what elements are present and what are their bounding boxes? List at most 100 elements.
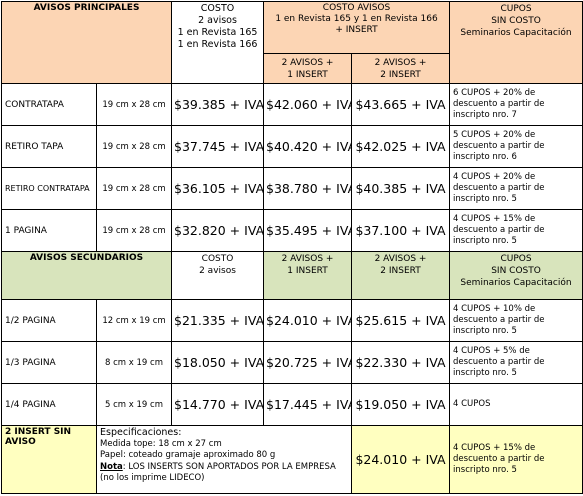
text: 19 cm x 28 cm xyxy=(102,225,166,236)
text-line: 1 INSERT xyxy=(287,266,328,276)
text-line: 4 CUPOS + 10% de xyxy=(453,304,536,314)
text: AVISOS PRINCIPALES xyxy=(33,3,140,13)
text: 19 cm x 28 cm xyxy=(102,183,166,194)
header-costo: COSTO 2 avisos 1 en Revista 165 1 en Revist… xyxy=(171,1,265,84)
row-size: 19 cm x 28 cm xyxy=(95,209,173,252)
row-cupos: 5 CUPOS + 20% de descuento a partir de ins… xyxy=(449,125,583,168)
text-line: descuento a partir de xyxy=(453,99,545,109)
text: $42.060 + IVA xyxy=(266,97,352,112)
row-cupos: 6 CUPOS + 20% de descuento a partir de ins… xyxy=(449,83,583,126)
row-size: 19 cm x 28 cm xyxy=(95,83,173,126)
row-size: 19 cm x 28 cm xyxy=(95,167,173,210)
text: $39.385 + IVA xyxy=(174,97,264,112)
text-line: inscripto nro. 5 xyxy=(453,236,517,246)
row-price: $35.495 + IVA xyxy=(263,209,353,252)
text: $32.820 + IVA xyxy=(174,223,264,238)
text: $21.335 + IVA xyxy=(174,313,264,328)
text-line: 2 INSERT xyxy=(380,266,421,276)
row-price: $19.050 + IVA xyxy=(351,383,451,426)
text-line: CUPOS xyxy=(500,4,532,14)
nota-line: Nota: LOS INSERTS SON APORTADOS POR LA E… xyxy=(100,462,348,474)
text: $43.665 + IVA xyxy=(355,97,446,112)
row-name: RETIRO TAPA xyxy=(1,125,97,168)
text: $24.010 + IVA xyxy=(266,313,352,328)
text-line: 1 en Revista 165 y 1 en Revista 166 xyxy=(275,14,438,24)
text: RETIRO TAPA xyxy=(5,141,64,152)
secondary-col-a: 2 AVISOS + 1 INSERT xyxy=(263,251,353,300)
text-line: COSTO xyxy=(200,3,235,14)
text: $19.050 + IVA xyxy=(355,397,446,412)
text-line: 4 CUPOS + 20% de xyxy=(453,172,536,182)
row-price: $36.105 + IVA xyxy=(171,167,265,210)
insert-price: $24.010 + IVA xyxy=(351,425,451,494)
text-line: inscripto nro. 5 xyxy=(453,465,517,475)
text-line: 5 CUPOS + 20% de xyxy=(453,130,536,140)
text-line: COSTO AVISOS xyxy=(322,3,391,13)
row-price: $38.780 + IVA xyxy=(263,167,353,210)
text-line: + INSERT xyxy=(335,25,378,35)
text: $25.615 + IVA xyxy=(355,313,446,328)
row-price: $21.335 + IVA xyxy=(171,299,265,342)
row-cupos: 4 CUPOS xyxy=(449,383,583,426)
text: $22.330 + IVA xyxy=(355,355,446,370)
text-line: Medida tope: 18 cm x 27 cm xyxy=(100,438,222,449)
text: $18.050 + IVA xyxy=(174,355,264,370)
row-name: 1/4 PAGINA xyxy=(1,383,97,426)
row-price: $42.025 + IVA xyxy=(351,125,451,168)
nota-label: Nota xyxy=(100,461,123,472)
text: $24.010 + IVA xyxy=(355,452,446,467)
text-line: 4 CUPOS + 15% de xyxy=(453,214,536,224)
text: CONTRATAPA xyxy=(5,99,64,110)
text: $36.105 + IVA xyxy=(174,181,264,196)
text-line: 2 AVISOS + xyxy=(281,57,334,68)
secondary-cupos: CUPOS SIN COSTO Seminarios Capacitación xyxy=(449,251,583,300)
text: $42.025 + IVA xyxy=(355,139,446,154)
row-price: $32.820 + IVA xyxy=(171,209,265,252)
text: $20.725 + IVA xyxy=(266,355,352,370)
row-cupos: 4 CUPOS + 10% de descuento a partir de ins… xyxy=(449,299,583,342)
row-cupos: 4 CUPOS + 5% de descuento a partir de insc… xyxy=(449,341,583,384)
text: $14.770 + IVA xyxy=(174,397,264,412)
secondary-title: AVISOS SECUNDARIOS xyxy=(0,251,173,300)
text-line: 2 avisos xyxy=(199,266,236,276)
text: $37.100 + IVA xyxy=(355,223,446,238)
row-price: $20.725 + IVA xyxy=(263,341,353,384)
text: 1/3 PAGINA xyxy=(5,357,56,368)
secondary-header-row: AVISOS SECUNDARIOS COSTO 2 avisos 2 AVISOS … xyxy=(0,251,583,300)
text-line: 4 CUPOS + 15% de xyxy=(453,443,536,453)
row-cupos: 4 CUPOS + 20% de descuento a partir de ins… xyxy=(449,167,583,210)
row-price: $42.060 + IVA xyxy=(263,83,353,126)
text-line: Seminarios Capacitación xyxy=(460,28,572,38)
row-size: 19 cm x 28 cm xyxy=(95,125,173,168)
text-line: inscripto nro. 7 xyxy=(453,110,517,120)
insert-row: 2 INSERT SIN AVISO Especificaciones: Medid… xyxy=(1,425,583,494)
text-line: 4 CUPOS + 5% de xyxy=(453,346,530,356)
data-row: CONTRATAPA 19 cm x 28 cm $39.385 + IVA $42.… xyxy=(1,83,583,126)
text-line: 1 en Revista 165 xyxy=(177,27,258,38)
text-line: inscripto nro. 5 xyxy=(453,194,517,204)
row-name: 1 PAGINA xyxy=(1,209,97,252)
text-line: 2 AVISOS + xyxy=(281,254,334,264)
row-price: $24.010 + IVA xyxy=(263,299,353,342)
data-row: RETIRO CONTRATAPA 19 cm x 28 cm $36.105 + … xyxy=(1,167,583,210)
text-line: descuento a partir de xyxy=(453,183,545,193)
text: $40.385 + IVA xyxy=(355,181,446,196)
row-name: 1/3 PAGINA xyxy=(1,341,97,384)
nota-text: : LOS INSERTS SON APORTADOS POR LA EMPRE… xyxy=(122,461,336,472)
text-line: 1 en Revista 166 xyxy=(177,39,258,50)
data-row: 1/4 PAGINA 5 cm x 19 cm $14.770 + IVA $17.4… xyxy=(1,383,583,426)
insert-name: 2 INSERT SIN AVISO xyxy=(1,425,97,494)
data-row: 1 PAGINA 19 cm x 28 cm $32.820 + IVA $35.49… xyxy=(1,209,583,252)
row-price: $37.745 + IVA xyxy=(171,125,265,168)
text-line: 2 avisos xyxy=(198,15,237,26)
row-cupos: 4 CUPOS + 15% de descuento a partir de ins… xyxy=(449,209,583,252)
data-row: 1/3 PAGINA 8 cm x 19 cm $18.050 + IVA $20.7… xyxy=(1,341,583,384)
header-col-a: 2 AVISOS +1 INSERT xyxy=(263,53,353,84)
text-line: 1 INSERT xyxy=(287,69,328,80)
text-line: descuento a partir de xyxy=(453,357,545,367)
row-size: 8 cm x 19 cm xyxy=(95,341,173,384)
text-line: 4 CUPOS xyxy=(453,399,491,409)
header-title: AVISOS PRINCIPALES xyxy=(0,1,173,84)
text: 1 PAGINA xyxy=(5,225,47,236)
